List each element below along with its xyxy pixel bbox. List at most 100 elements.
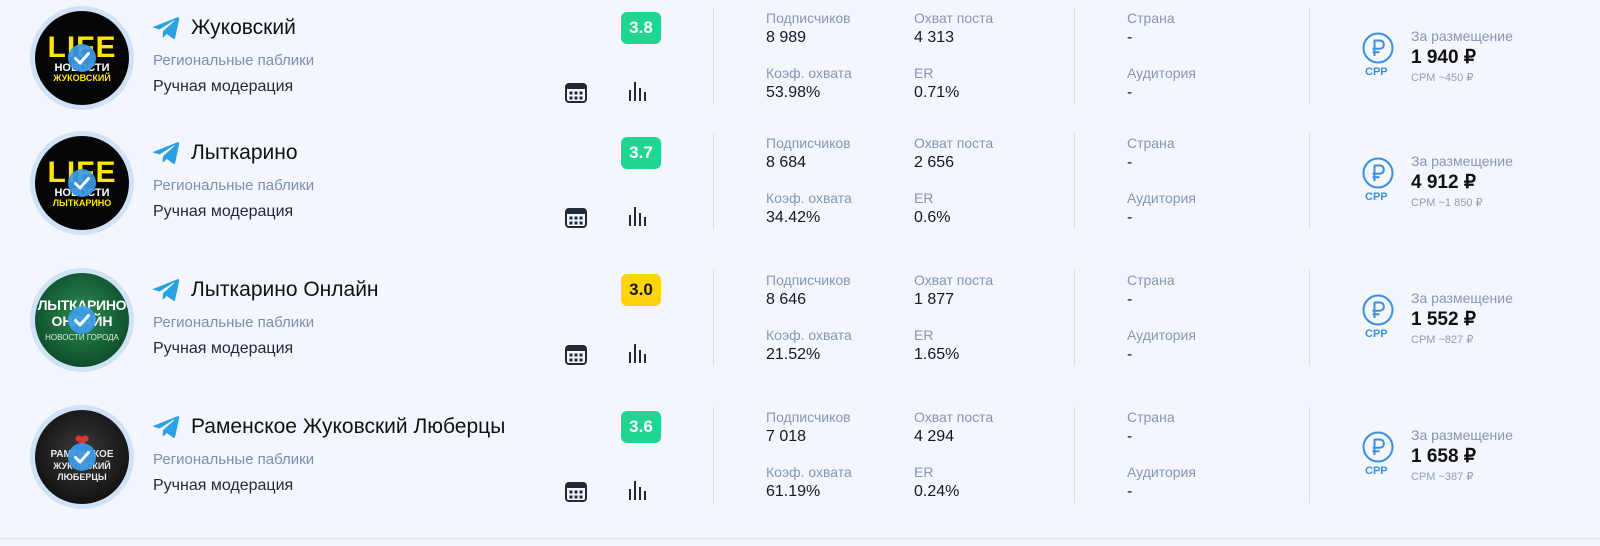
er-value: 1.65% (914, 346, 960, 363)
er-label: ER (914, 190, 934, 206)
er-label: ER (914, 327, 934, 343)
avatar-text-line3: ЛЫТКАРИНО (52, 198, 112, 208)
reach-coef-label: Коэф. охвата (766, 65, 852, 81)
channel-category: Региональные паблики (153, 314, 315, 331)
country-label: Страна (1127, 10, 1175, 26)
placement-price: 1 658 ₽ (1411, 446, 1476, 467)
er-value: 0.24% (914, 483, 960, 500)
country-value: - (1127, 29, 1133, 46)
subscribers-value: 8 646 (766, 291, 807, 308)
country-label: Страна (1127, 272, 1175, 288)
cpm-value: CPM ~1 850 ₽ (1411, 197, 1483, 209)
telegram-icon (152, 416, 180, 438)
telegram-icon (152, 279, 180, 301)
calendar-icon[interactable] (564, 342, 588, 366)
divider (1074, 8, 1075, 104)
statistics-chart-icon[interactable] (627, 342, 649, 364)
divider (1309, 270, 1310, 366)
channel-avatar[interactable]: ❤ LIFE НОВОСТИ ЖУКОВСКИЙ (30, 6, 134, 110)
er-label: ER (914, 65, 934, 81)
rating-badge: 3.0 (621, 274, 661, 306)
moderation-type: Ручная модерация (153, 477, 294, 494)
audience-label: Аудитория (1127, 327, 1196, 343)
divider (1309, 133, 1310, 229)
subscribers-label: Подписчиков (766, 10, 851, 26)
placement-price: 1 552 ₽ (1411, 309, 1476, 330)
post-reach-value: 2 656 (914, 154, 955, 171)
reach-coef-value: 61.19% (766, 483, 821, 500)
avatar-text-line1: ЛЫТКАРИНО (37, 297, 127, 313)
audience-label: Аудитория (1127, 190, 1196, 206)
divider (1309, 8, 1310, 104)
reach-coef-value: 53.98% (766, 84, 821, 101)
channel-name[interactable]: Лыткарино (191, 141, 298, 164)
subscribers-value: 8 989 (766, 29, 807, 46)
calendar-icon[interactable] (564, 479, 588, 503)
cpp-label: CPP (1365, 465, 1388, 477)
divider (713, 8, 714, 104)
audience-label: Аудитория (1127, 65, 1196, 81)
cpp-label: CPP (1365, 66, 1388, 78)
reach-coef-label: Коэф. охвата (766, 464, 852, 480)
channel-row[interactable]: ❤ ЛЫТКАРИНО ОНЛАЙН НОВОСТИ ГОРОДА Лыткар… (0, 262, 1600, 402)
channel-row[interactable]: ❤ LIFE НОВОСТИ ЛЫТКАРИНО Лыткарино Регио… (0, 125, 1600, 265)
country-value: - (1127, 291, 1133, 308)
cpm-value: CPM ~827 ₽ (1411, 334, 1474, 346)
channel-avatar[interactable]: ❤ РАМЕНСКОЕ ЖУКОВСКИЙ ЛЮБЕРЦЫ (30, 405, 134, 509)
verified-check-icon (68, 169, 96, 197)
ruble-cpp-icon[interactable] (1362, 294, 1394, 326)
statistics-chart-icon[interactable] (627, 80, 649, 102)
calendar-icon[interactable] (564, 80, 588, 104)
channel-name[interactable]: Раменское Жуковский Люберцы (191, 415, 506, 438)
ruble-cpp-icon[interactable] (1362, 32, 1394, 64)
statistics-chart-icon[interactable] (627, 205, 649, 227)
divider (1074, 133, 1075, 229)
avatar-text-line3: ЛЮБЕРЦЫ (57, 472, 107, 482)
audience-value: - (1127, 84, 1133, 101)
reach-coef-value: 21.52% (766, 346, 821, 363)
divider (1309, 407, 1310, 503)
channel-avatar[interactable]: ❤ ЛЫТКАРИНО ОНЛАЙН НОВОСТИ ГОРОДА (30, 268, 134, 372)
subscribers-value: 7 018 (766, 428, 807, 445)
channel-category: Региональные паблики (153, 451, 315, 468)
post-reach-value: 4 294 (914, 428, 955, 445)
price-label: За размещение (1411, 290, 1513, 306)
post-reach-label: Охват поста (914, 272, 994, 288)
subscribers-label: Подписчиков (766, 272, 851, 288)
country-value: - (1127, 154, 1133, 171)
channel-avatar[interactable]: ❤ LIFE НОВОСТИ ЛЫТКАРИНО (30, 131, 134, 235)
channel-category: Региональные паблики (153, 177, 315, 194)
moderation-type: Ручная модерация (153, 203, 294, 220)
audience-value: - (1127, 209, 1133, 226)
post-reach-value: 4 313 (914, 29, 955, 46)
reach-coef-label: Коэф. охвата (766, 327, 852, 343)
er-value: 0.71% (914, 84, 960, 101)
channel-row[interactable]: ❤ LIFE НОВОСТИ ЖУКОВСКИЙ Жуковский Регио… (0, 0, 1600, 126)
channel-category: Региональные паблики (153, 52, 315, 69)
audience-label: Аудитория (1127, 464, 1196, 480)
cpm-value: CPM ~387 ₽ (1411, 471, 1474, 483)
audience-value: - (1127, 346, 1133, 363)
telegram-icon (152, 142, 180, 164)
cpm-value: CPM ~450 ₽ (1411, 72, 1474, 84)
channel-name[interactable]: Жуковский (191, 16, 296, 39)
moderation-type: Ручная модерация (153, 340, 294, 357)
ruble-cpp-icon[interactable] (1362, 431, 1394, 463)
post-reach-label: Охват поста (914, 10, 994, 26)
post-reach-value: 1 877 (914, 291, 955, 308)
avatar-text-line3: ЖУКОВСКИЙ (53, 73, 111, 83)
reach-coef-label: Коэф. охвата (766, 190, 852, 206)
er-value: 0.6% (914, 209, 951, 226)
calendar-icon[interactable] (564, 205, 588, 229)
divider (1074, 270, 1075, 366)
cpp-label: CPP (1365, 328, 1388, 340)
audience-value: - (1127, 483, 1133, 500)
verified-check-icon (68, 44, 96, 72)
channel-row[interactable]: ❤ РАМЕНСКОЕ ЖУКОВСКИЙ ЛЮБЕРЦЫ Раменское … (0, 399, 1600, 539)
divider (713, 133, 714, 229)
channel-name[interactable]: Лыткарино Онлайн (191, 278, 379, 301)
rating-badge: 3.6 (621, 411, 661, 443)
ruble-cpp-icon[interactable] (1362, 157, 1394, 189)
statistics-chart-icon[interactable] (627, 479, 649, 501)
country-label: Страна (1127, 409, 1175, 425)
